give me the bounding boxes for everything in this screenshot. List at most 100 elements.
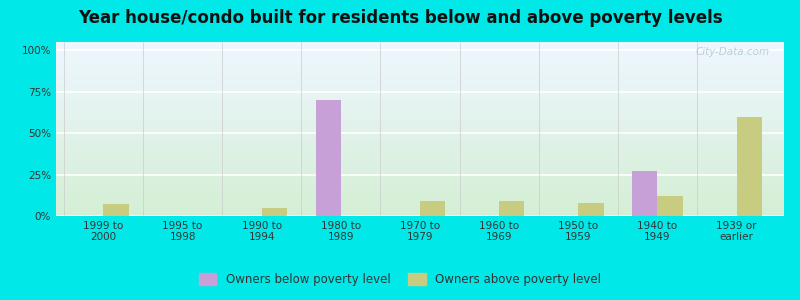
Bar — [56, 114, 784, 115]
Bar — [56, 110, 784, 111]
Bar — [56, 163, 784, 164]
Bar — [56, 65, 784, 66]
Bar — [56, 102, 784, 103]
Bar — [56, 56, 784, 57]
Bar — [56, 119, 784, 120]
Bar — [56, 113, 784, 114]
Bar — [56, 193, 784, 194]
Bar — [56, 148, 784, 149]
Bar — [56, 112, 784, 113]
Bar — [56, 145, 784, 146]
Bar — [56, 146, 784, 147]
Bar — [56, 64, 784, 65]
Bar — [56, 203, 784, 204]
Bar — [56, 157, 784, 158]
Bar — [56, 179, 784, 180]
Bar — [56, 144, 784, 145]
Bar — [56, 68, 784, 69]
Bar — [56, 189, 784, 190]
Bar — [56, 72, 784, 73]
Bar — [56, 52, 784, 53]
Bar — [56, 42, 784, 43]
Bar — [56, 47, 784, 48]
Bar — [56, 103, 784, 104]
Bar — [56, 131, 784, 132]
Bar — [56, 53, 784, 54]
Bar — [56, 134, 784, 135]
Bar — [56, 66, 784, 67]
Bar — [56, 76, 784, 77]
Bar — [56, 54, 784, 55]
Bar — [56, 97, 784, 98]
Bar — [56, 140, 784, 141]
Bar — [56, 154, 784, 155]
Bar — [56, 172, 784, 173]
Bar — [56, 162, 784, 163]
Bar — [56, 167, 784, 168]
Bar — [56, 69, 784, 70]
Text: City-Data.com: City-Data.com — [695, 47, 770, 57]
Bar — [56, 200, 784, 201]
Bar — [56, 84, 784, 85]
Bar — [56, 86, 784, 87]
Bar — [56, 93, 784, 94]
Bar — [56, 43, 784, 44]
Bar — [56, 59, 784, 60]
Bar — [56, 77, 784, 78]
Bar — [56, 109, 784, 110]
Bar — [56, 198, 784, 199]
Bar — [56, 197, 784, 198]
Bar — [56, 104, 784, 105]
Bar — [56, 207, 784, 208]
Bar — [56, 101, 784, 102]
Bar — [56, 58, 784, 59]
Bar — [56, 85, 784, 86]
Bar — [56, 135, 784, 136]
Bar — [56, 208, 784, 209]
Bar — [56, 176, 784, 177]
Bar — [56, 92, 784, 93]
Bar — [658, 196, 682, 216]
Bar — [103, 204, 129, 216]
Bar — [56, 187, 784, 188]
Bar — [56, 61, 784, 62]
Bar — [56, 60, 784, 61]
Bar — [56, 209, 784, 210]
Bar — [56, 46, 784, 47]
Bar — [56, 205, 784, 206]
Bar — [56, 195, 784, 196]
Bar — [56, 132, 784, 133]
Bar — [56, 143, 784, 144]
Bar — [56, 178, 784, 179]
Text: Year house/condo built for residents below and above poverty levels: Year house/condo built for residents bel… — [78, 9, 722, 27]
Bar — [56, 82, 784, 83]
Bar — [56, 168, 784, 169]
Bar — [56, 149, 784, 150]
Bar — [56, 80, 784, 81]
Bar — [56, 111, 784, 112]
Bar — [737, 117, 762, 216]
Bar — [56, 74, 784, 75]
Bar — [56, 199, 784, 200]
Bar — [56, 201, 784, 202]
Bar — [56, 136, 784, 137]
Bar — [56, 138, 784, 139]
Bar — [56, 130, 784, 131]
Bar — [56, 184, 784, 185]
Bar — [56, 99, 784, 100]
Bar — [56, 192, 784, 193]
Bar — [56, 164, 784, 165]
Bar — [56, 158, 784, 159]
Bar — [56, 180, 784, 181]
Bar — [56, 194, 784, 195]
Bar — [56, 105, 784, 106]
Bar — [56, 55, 784, 56]
Bar — [56, 181, 784, 182]
Bar — [56, 126, 784, 127]
Bar — [56, 67, 784, 68]
Bar — [56, 213, 784, 214]
Bar — [56, 95, 784, 96]
Bar — [56, 166, 784, 167]
Bar — [56, 150, 784, 151]
Bar — [56, 96, 784, 97]
